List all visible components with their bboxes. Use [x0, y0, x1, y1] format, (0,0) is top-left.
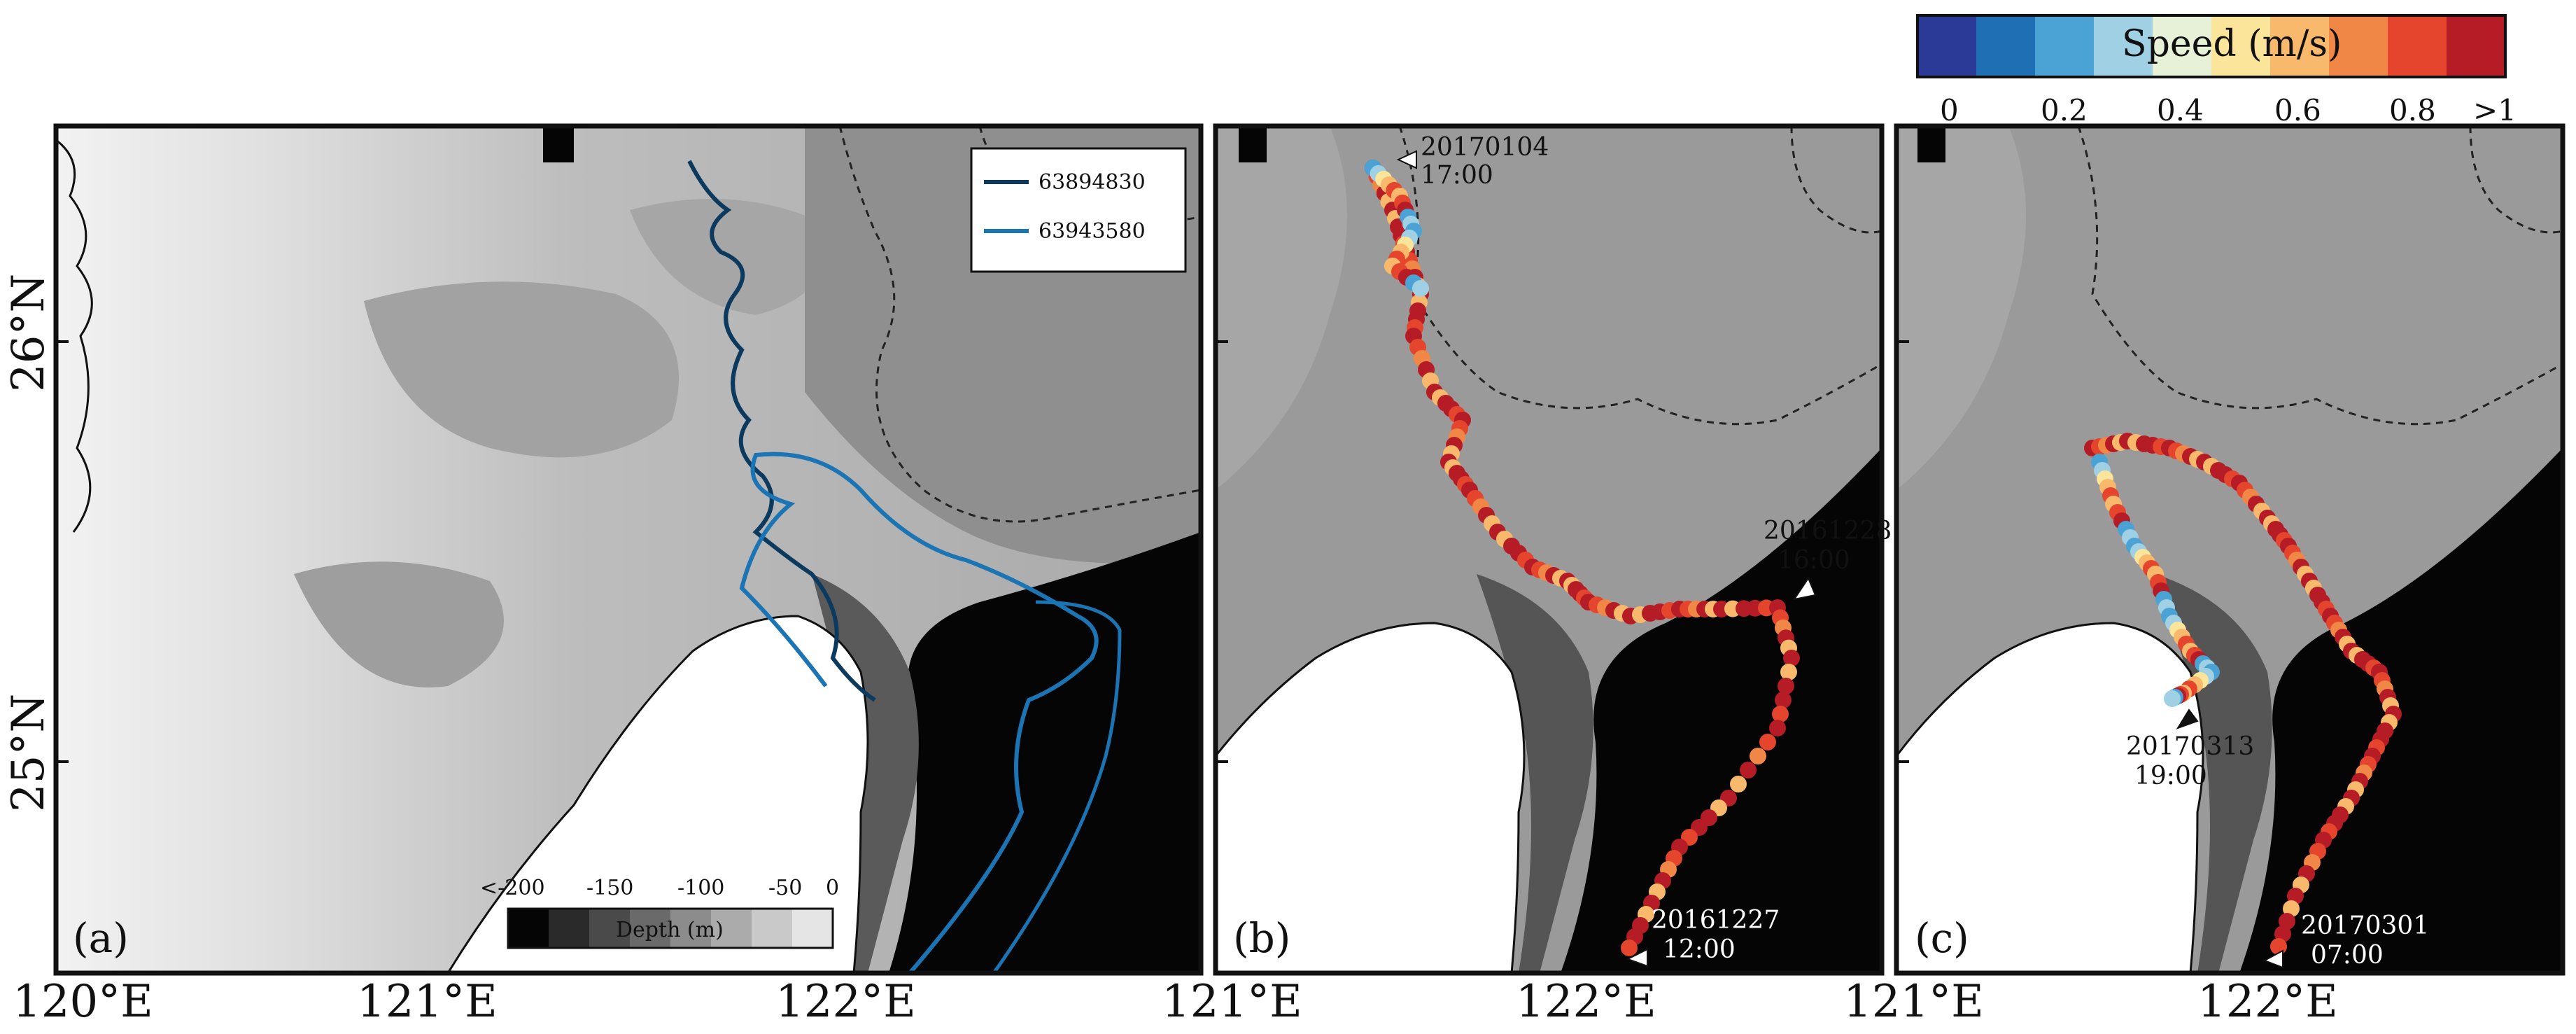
panel-c: 20170313 19:00 20170301 07:00 (c) 121°E … [1843, 123, 2566, 1028]
track-63894830 [687, 160, 876, 702]
colorbar-tick-2: 0.4 [2157, 93, 2204, 127]
colorbar-cell [1917, 15, 1977, 77]
contour-dashed [2469, 126, 2563, 234]
drifter-point [1412, 280, 1429, 297]
colorbar-tick-4: 0.8 [2389, 93, 2436, 127]
drifter-point [1769, 720, 1786, 736]
x-tick-122e-a: 122°E [775, 976, 916, 1028]
depth-title: Depth (m) [616, 918, 724, 942]
x-tick-122e-c: 122°E [2197, 976, 2338, 1028]
colorbar-tick-5: >1 [2473, 93, 2517, 127]
drifter-point [1740, 762, 1757, 778]
island-block [543, 126, 574, 162]
taiwan-land [446, 615, 869, 973]
panel-c-annotation-1-date: 20170313 [2126, 732, 2254, 761]
panel-c-track [2084, 433, 2402, 955]
drifter-point [1759, 734, 1776, 750]
arrow-icon [2176, 708, 2199, 729]
slope [1477, 574, 1593, 973]
deep-water [889, 532, 1201, 973]
colorbar-cell [2388, 15, 2447, 77]
arrow-icon [1396, 150, 1417, 169]
x-tick-121e-a: 121°E [357, 976, 498, 1028]
drifter-point [2164, 690, 2181, 707]
taiwan-land-b [1216, 622, 1526, 973]
panel-b-track [1365, 160, 1800, 956]
colorbar-tick-0: 0 [1940, 93, 1959, 127]
drifter-point [1772, 706, 1789, 722]
taiwan-land-c [1896, 622, 2204, 973]
drifter-point [1778, 678, 1794, 694]
y-tick-26n: 26°N [3, 274, 55, 392]
shelf-light [1216, 126, 1347, 490]
depth-tick-5: 0 [826, 876, 839, 900]
deep-water [1561, 448, 1882, 973]
colorbar-cell [2270, 15, 2330, 77]
panel-a-frame [53, 123, 1204, 976]
contour-dashed [838, 126, 1201, 523]
shelf-light [1896, 126, 2026, 490]
y-tick-25n: 25°N [3, 694, 55, 812]
panel-a-legend: 63894830 63943580 [970, 147, 1187, 273]
colorbar-cell [2153, 15, 2212, 77]
contour-dashed [1790, 126, 1882, 234]
colorbar-tick-3: 0.6 [2274, 93, 2321, 127]
drifter-point [1621, 939, 1638, 956]
depth-tick-3: -100 [677, 876, 724, 900]
slope [2155, 574, 2272, 973]
depth-tick-1: <-200 [480, 876, 545, 900]
colorbar-title: Speed (m/s) [2122, 23, 2342, 65]
shelf-patch [364, 281, 679, 458]
shelf-patch [294, 561, 504, 687]
panel-b-annotation-3-time: 12:00 [1663, 935, 1736, 964]
panel-c-annotation-2-time: 07:00 [2311, 941, 2384, 970]
depth-bar: <-200 -150 -100 -50 0 Depth (m) [480, 876, 839, 949]
drifter-point [1775, 692, 1792, 708]
panel-b: 20170104 17:00 20161228 16:00 20161227 1… [1162, 123, 1892, 1028]
x-tick-121e-b: 121°E [1162, 976, 1302, 1028]
drifter-point [1750, 748, 1766, 764]
panel-a-label: (a) [73, 914, 129, 962]
x-tick-120e: 120°E [13, 976, 153, 1028]
legend-label-2: 63943580 [1039, 219, 1146, 244]
x-tick-122e-b: 122°E [1516, 976, 1656, 1028]
panel-b-label: (b) [1233, 914, 1290, 962]
drifter-point [1730, 776, 1747, 792]
x-tick-121e-c: 121°E [1843, 976, 1984, 1028]
panel-c-annotation-1-time: 19:00 [2134, 762, 2207, 790]
contour-dashed [1398, 126, 1882, 426]
track-63943580-loop [992, 600, 1122, 973]
colorbar-cell [2447, 15, 2506, 77]
drifter-point [1783, 650, 1800, 666]
panel-b-annotation-1-time: 17:00 [1421, 161, 1493, 190]
panel-c-frame [1894, 123, 2566, 976]
track-63943580 [739, 452, 1099, 973]
arrow-icon [1792, 576, 1817, 601]
arrow-icon [2262, 949, 2283, 969]
drifter-point [1780, 664, 1797, 680]
panel-c-label: (c) [1915, 914, 1969, 962]
panel-c-annotation-2-date: 20170301 [2301, 911, 2429, 940]
depth-tick-2: -150 [586, 876, 633, 900]
colorbar-cell [2035, 15, 2095, 77]
panel-a: 63894830 63943580 <-200 -150 -100 -50 0 … [3, 123, 1204, 1028]
colorbar-cell [2329, 15, 2388, 77]
panel-b-annotation-1-date: 20170104 [1421, 133, 1549, 162]
arrow-icon [1626, 948, 1648, 967]
colorbar-cell [2211, 15, 2271, 77]
panel-b-annotation-3-date: 20161227 [1652, 906, 1780, 935]
legend-label-1: 63894830 [1039, 170, 1146, 195]
panel-b-annotation-2-time: 16:00 [1778, 546, 1850, 575]
speed-colorbar: Speed (m/s) 0 0.2 0.4 0.6 0.8 >1 [1916, 14, 2517, 127]
colorbar-tick-1: 0.2 [2041, 93, 2088, 127]
colorbar-cell [2094, 15, 2153, 77]
contour-dashed [2077, 126, 2563, 426]
panel-b-annotation-2-date: 20161228 [1764, 517, 1892, 545]
mainland-coast [56, 139, 93, 533]
colorbar-cell [1976, 15, 2036, 77]
depth-tick-4: -50 [768, 876, 802, 900]
panel-b-frame [1213, 123, 1885, 976]
